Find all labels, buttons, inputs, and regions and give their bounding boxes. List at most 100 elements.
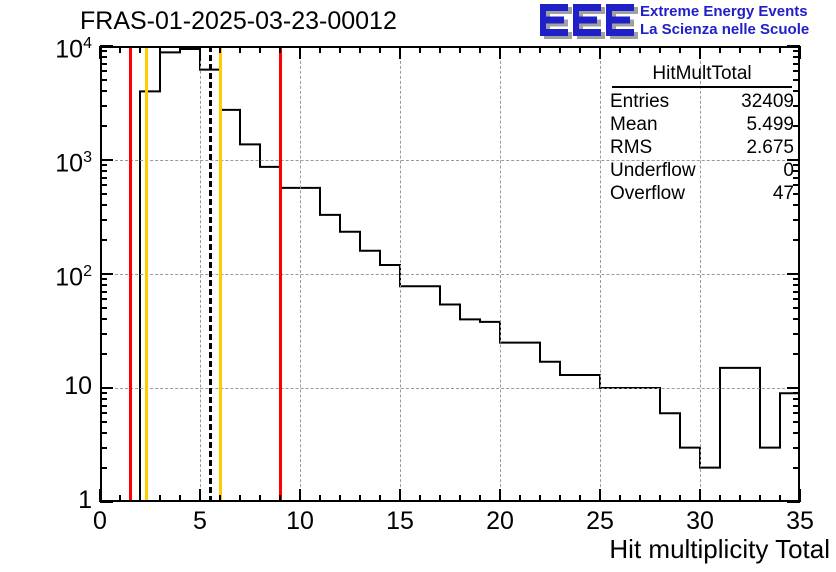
page-title: FRAS-01-2025-03-23-00012 <box>80 7 397 35</box>
y-tick-minor-right <box>793 170 800 173</box>
y-tick-major-right <box>787 273 800 275</box>
y-tick-minor-right <box>793 332 800 335</box>
y-tick-minor <box>100 290 107 293</box>
orange-left-cut <box>144 46 148 502</box>
y-tick-minor <box>100 176 107 179</box>
x-tick-minor <box>319 495 321 502</box>
y-tick-minor-right <box>793 104 800 107</box>
y-tick-minor-right <box>793 392 800 395</box>
y-tick-minor-right <box>793 421 800 424</box>
y-tick-label: 104 <box>55 35 92 64</box>
stats-key: Entries <box>610 91 670 112</box>
y-tick-minor <box>100 79 107 82</box>
y-tick-minor-right <box>793 164 800 167</box>
stats-row: RMS 2.675 <box>604 136 800 159</box>
y-tick-minor <box>100 184 107 187</box>
stats-value: 0 <box>783 160 794 181</box>
x-tick-minor-top <box>179 46 181 53</box>
y-tick-minor <box>100 318 107 321</box>
x-tick-minor-top <box>779 46 781 53</box>
y-tick-minor <box>100 70 107 73</box>
y-tick-major <box>100 273 113 275</box>
y-tick-minor-right <box>793 404 800 407</box>
y-tick-minor <box>100 90 107 93</box>
x-tick-major <box>99 489 101 502</box>
x-tick-major-top <box>799 46 801 59</box>
x-tick-minor <box>779 495 781 502</box>
x-tick-minor <box>279 495 281 502</box>
y-tick-minor <box>100 352 107 355</box>
x-tick-minor <box>359 495 361 502</box>
x-tick-major-top <box>199 46 201 59</box>
y-tick-major-right <box>787 501 800 503</box>
y-tick-minor <box>100 332 107 335</box>
x-tick-minor <box>259 495 261 502</box>
y-tick-minor <box>100 421 107 424</box>
y-tick-minor-right <box>793 56 800 59</box>
red-right-cut <box>278 46 282 502</box>
x-tick-label: 15 <box>386 507 414 535</box>
x-tick-major <box>699 489 701 502</box>
y-tick-minor-right <box>793 398 800 401</box>
x-tick-major <box>599 489 601 502</box>
x-tick-minor <box>179 495 181 502</box>
x-tick-minor <box>239 495 241 502</box>
x-tick-major <box>399 489 401 502</box>
x-tick-label: 25 <box>586 507 614 535</box>
y-tick-minor <box>100 392 107 395</box>
stats-title: HitMultTotal <box>612 62 792 88</box>
y-tick-minor <box>100 193 107 196</box>
y-tick-minor-right <box>793 278 800 281</box>
x-tick-major <box>299 489 301 502</box>
y-tick-minor <box>100 284 107 287</box>
stats-value: 47 <box>772 183 794 204</box>
y-tick-minor <box>100 432 107 435</box>
x-tick-minor <box>119 495 121 502</box>
stats-rows: Entries 32409 Mean 5.499 RMS 2.675 Underflow 0 O… <box>604 90 800 205</box>
x-tick-major <box>199 489 201 502</box>
y-tick-minor-right <box>793 124 800 127</box>
stats-key: Underflow <box>610 160 696 181</box>
y-tick-major-right <box>787 159 800 161</box>
y-tick-minor <box>100 466 107 469</box>
y-tick-minor-right <box>793 290 800 293</box>
y-tick-minor <box>100 124 107 127</box>
stats-row: Underflow 0 <box>604 159 800 182</box>
y-tick-minor <box>100 50 107 53</box>
x-tick-label: 20 <box>486 507 514 535</box>
y-tick-minor-right <box>793 184 800 187</box>
x-tick-minor <box>679 495 681 502</box>
stats-value: 32409 <box>741 91 794 112</box>
x-tick-major-top <box>99 46 101 59</box>
x-tick-major <box>499 489 501 502</box>
y-tick-minor <box>100 298 107 301</box>
x-tick-minor-top <box>679 46 681 53</box>
y-tick-minor <box>100 398 107 401</box>
x-tick-minor-top <box>619 46 621 53</box>
y-tick-minor-right <box>793 466 800 469</box>
y-tick-minor-right <box>793 238 800 241</box>
y-tick-minor <box>100 404 107 407</box>
stats-key: RMS <box>610 137 653 158</box>
mean-line <box>208 46 212 502</box>
x-axis-title: Hit multiplicity Total <box>609 534 830 564</box>
x-tick-minor-top <box>359 46 361 53</box>
x-tick-label: 5 <box>193 507 207 535</box>
x-tick-minor-top <box>159 46 161 53</box>
y-tick-minor-right <box>793 218 800 221</box>
y-tick-minor <box>100 204 107 207</box>
y-tick-minor <box>100 446 107 449</box>
stats-row: Mean 5.499 <box>604 113 800 136</box>
x-tick-minor <box>639 495 641 502</box>
x-tick-minor <box>339 495 341 502</box>
y-tick-minor <box>100 170 107 173</box>
y-tick-minor-right <box>793 446 800 449</box>
x-tick-minor <box>659 495 661 502</box>
y-tick-minor-right <box>793 176 800 179</box>
y-tick-major-right <box>787 45 800 47</box>
x-tick-minor-top <box>419 46 421 53</box>
grid-line-horizontal <box>100 388 800 389</box>
x-tick-minor-top <box>759 46 761 53</box>
eee-letters-icon <box>540 4 638 39</box>
